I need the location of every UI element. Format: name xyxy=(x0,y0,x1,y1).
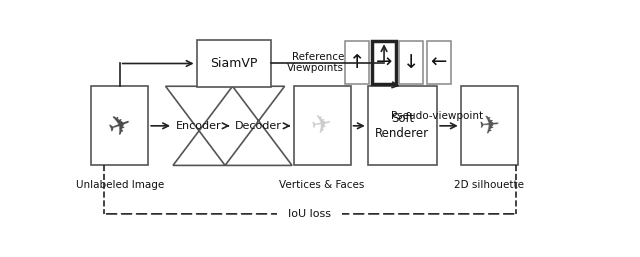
Text: Decoder: Decoder xyxy=(235,121,282,131)
Polygon shape xyxy=(225,86,292,166)
Text: Reference
Viewpoints: Reference Viewpoints xyxy=(287,52,344,73)
Text: Soft
Renderer: Soft Renderer xyxy=(375,112,429,140)
Text: ↑: ↑ xyxy=(349,53,365,72)
Text: 2D silhouette: 2D silhouette xyxy=(454,180,524,190)
Text: Encoder: Encoder xyxy=(176,121,222,131)
Text: Vertices & Faces: Vertices & Faces xyxy=(280,180,365,190)
Text: ✈: ✈ xyxy=(104,109,136,143)
Text: ↓: ↓ xyxy=(403,53,419,72)
Polygon shape xyxy=(166,86,232,166)
FancyBboxPatch shape xyxy=(427,41,451,84)
FancyBboxPatch shape xyxy=(294,86,351,166)
Text: ✈: ✈ xyxy=(310,112,335,140)
FancyBboxPatch shape xyxy=(399,41,423,84)
Text: ✈: ✈ xyxy=(477,113,500,139)
FancyBboxPatch shape xyxy=(196,40,271,87)
Text: Pseudo-viewpoint: Pseudo-viewpoint xyxy=(391,111,483,121)
FancyBboxPatch shape xyxy=(461,86,518,166)
FancyBboxPatch shape xyxy=(368,86,437,166)
FancyBboxPatch shape xyxy=(345,41,369,84)
Text: ←: ← xyxy=(431,53,447,72)
Text: →: → xyxy=(376,53,392,72)
FancyBboxPatch shape xyxy=(91,86,148,166)
Text: IoU loss: IoU loss xyxy=(287,209,331,219)
Text: SiamVP: SiamVP xyxy=(210,57,257,70)
FancyBboxPatch shape xyxy=(372,41,396,84)
Text: Unlabeled Image: Unlabeled Image xyxy=(76,180,164,190)
